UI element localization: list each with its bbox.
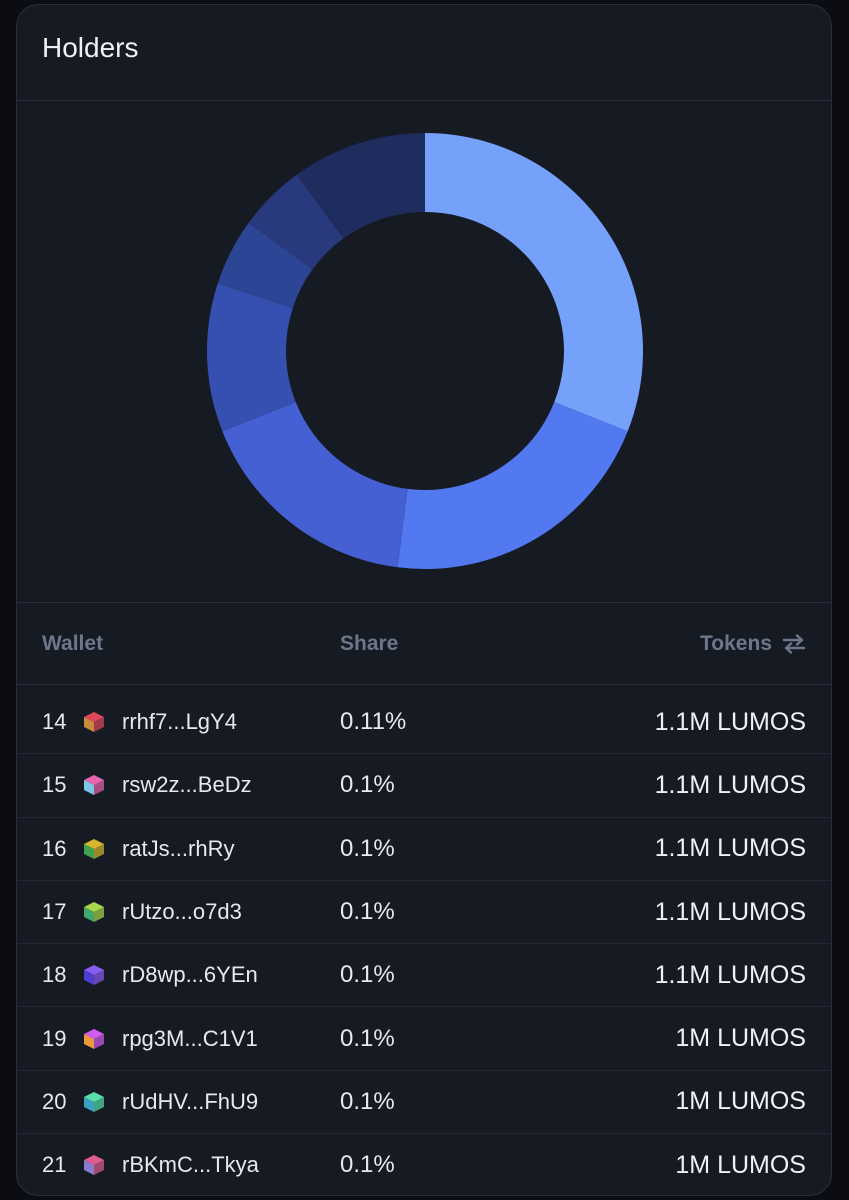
row-tokens: 1.1M LUMOS: [654, 770, 806, 799]
row-wallet-address[interactable]: ratJs...rhRy: [122, 835, 235, 861]
donut-slice-2[interactable]: [397, 402, 628, 569]
wallet-avatar-icon: [84, 775, 104, 796]
table-header: Wallet Share Tokens: [17, 603, 831, 685]
holders-card: Holders Wallet Share Tokens 14 rrhf7...Lg…: [16, 4, 832, 1196]
wallet-avatar-icon: [84, 965, 104, 986]
row-share: 0.1%: [340, 898, 395, 926]
row-rank: 14: [42, 709, 67, 735]
column-header-share: Share: [340, 631, 399, 655]
column-header-wallet: Wallet: [42, 631, 104, 655]
column-header-tokens[interactable]: Tokens: [540, 632, 806, 656]
wallet-avatar-icon: [84, 1091, 104, 1112]
column-header-tokens-label: Tokens: [700, 631, 772, 655]
wallet-avatar-icon: [84, 838, 104, 859]
table-row[interactable]: 17 rUtzo...o7d3 0.1% 1.1M LUMOS: [17, 881, 831, 945]
swap-arrows-icon[interactable]: [782, 633, 806, 654]
table-row[interactable]: 15 rsw2z...BeDz 0.1% 1.1M LUMOS: [17, 754, 831, 818]
donut-slice-3[interactable]: [222, 402, 408, 568]
donut-slice-6[interactable]: [248, 174, 344, 270]
donut-chart: [17, 101, 831, 603]
row-share: 0.1%: [340, 1151, 395, 1179]
row-wallet-address[interactable]: rBKmC...Tkya: [122, 1152, 259, 1178]
card-header: Holders: [17, 5, 831, 101]
table-row[interactable]: 20 rUdHV...FhU9 0.1% 1M LUMOS: [17, 1071, 831, 1135]
donut-chart-svg: [207, 133, 644, 569]
row-wallet-address[interactable]: rUdHV...FhU9: [122, 1088, 259, 1114]
row-tokens: 1.1M LUMOS: [654, 834, 806, 863]
table-row[interactable]: 19 rpg3M...C1V1 0.1% 1M LUMOS: [17, 1007, 831, 1071]
row-wallet-address[interactable]: rpg3M...C1V1: [122, 1025, 258, 1051]
wallet-avatar-icon: [84, 1155, 104, 1176]
table-row[interactable]: 21 rBKmC...Tkya 0.1% 1M LUMOS: [17, 1134, 831, 1195]
row-rank: 21: [42, 1152, 67, 1178]
wallet-avatar-icon: [84, 1028, 104, 1049]
donut-slice-1[interactable]: [425, 133, 644, 432]
wallet-avatar-icon: [84, 712, 104, 733]
row-share: 0.1%: [340, 1087, 395, 1115]
row-share: 0.11%: [340, 708, 407, 736]
donut-slice-4[interactable]: [207, 283, 296, 432]
row-share: 0.1%: [340, 834, 395, 862]
row-tokens: 1.1M LUMOS: [654, 707, 806, 736]
row-tokens: 1M LUMOS: [675, 1150, 806, 1179]
row-rank: 18: [42, 962, 67, 988]
donut-slice-5[interactable]: [217, 222, 313, 309]
row-tokens: 1M LUMOS: [675, 1024, 806, 1053]
row-tokens: 1M LUMOS: [675, 1087, 806, 1116]
row-tokens: 1.1M LUMOS: [654, 960, 806, 989]
row-wallet-address[interactable]: rsw2z...BeDz: [122, 772, 252, 798]
row-share: 0.1%: [340, 961, 395, 989]
wallet-avatar-icon: [84, 902, 104, 923]
row-wallet-address[interactable]: rD8wp...6YEn: [122, 962, 258, 988]
table-row[interactable]: 16 ratJs...rhRy 0.1% 1.1M LUMOS: [17, 818, 831, 881]
row-rank: 16: [42, 835, 67, 861]
donut-slice-7[interactable]: [296, 133, 425, 239]
card-title: Holders: [42, 31, 139, 63]
row-rank: 20: [42, 1088, 67, 1114]
row-wallet-address[interactable]: rrhf7...LgY4: [122, 709, 237, 735]
row-wallet-address[interactable]: rUtzo...o7d3: [122, 899, 242, 925]
row-share: 0.1%: [340, 771, 395, 799]
row-rank: 17: [42, 899, 67, 925]
table-row[interactable]: 14 rrhf7...LgY4 0.11% 1.1M LUMOS: [17, 691, 831, 755]
table-row[interactable]: 18 rD8wp...6YEn 0.1% 1.1M LUMOS: [17, 944, 831, 1008]
row-tokens: 1.1M LUMOS: [654, 897, 806, 926]
row-rank: 15: [42, 772, 67, 798]
row-rank: 19: [42, 1025, 67, 1051]
holders-list: 14 rrhf7...LgY4 0.11% 1.1M LUMOS 15 rsw2z...B…: [17, 691, 831, 1195]
row-share: 0.1%: [340, 1024, 395, 1052]
